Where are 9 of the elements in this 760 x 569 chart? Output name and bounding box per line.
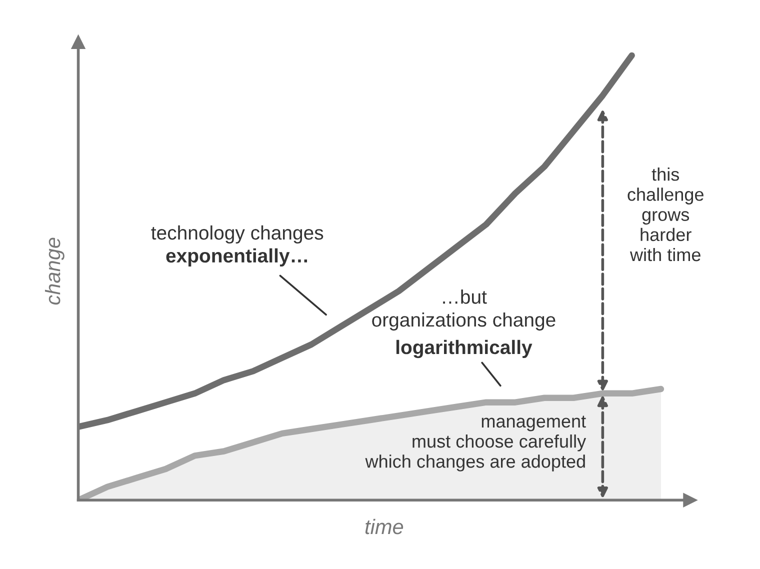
annotation: this challenge grows harder with time [628,168,704,262]
x-axis-title: time [365,518,404,534]
annotation: technology changes [151,225,324,244]
annotation: management must choose carefully which changes are adopted [365,416,586,472]
annotation: exponentially… [166,248,308,266]
y-axis-title: change [44,238,64,305]
annotation: …but [443,290,487,304]
annotation: logarithmically [396,340,532,358]
annotation: organizations change [372,312,556,331]
